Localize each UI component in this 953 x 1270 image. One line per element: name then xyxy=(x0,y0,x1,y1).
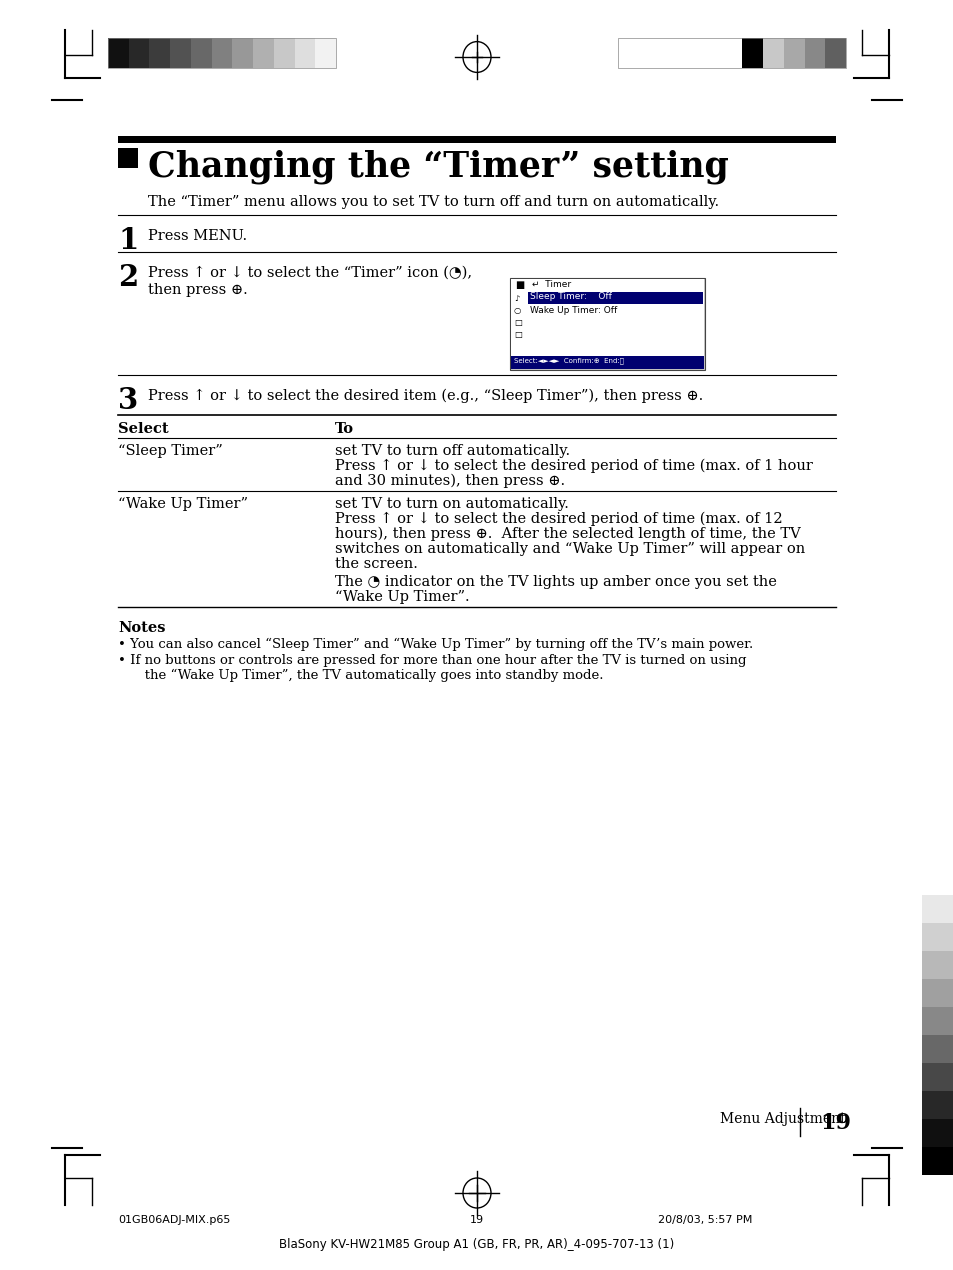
Bar xyxy=(618,38,845,69)
Bar xyxy=(527,292,702,304)
Bar xyxy=(314,38,335,69)
Text: 2: 2 xyxy=(118,263,138,292)
Bar xyxy=(510,278,704,370)
Bar xyxy=(824,38,845,69)
Bar xyxy=(118,149,138,168)
Text: ↵  Timer: ↵ Timer xyxy=(532,279,571,290)
Text: • If no buttons or controls are pressed for more than one hour after the TV is t: • If no buttons or controls are pressed … xyxy=(118,654,745,667)
Text: □: □ xyxy=(514,330,521,339)
Bar xyxy=(108,38,129,69)
Text: “Wake Up Timer”.: “Wake Up Timer”. xyxy=(335,591,469,605)
Text: and 30 minutes), then press ⊕.: and 30 minutes), then press ⊕. xyxy=(335,474,564,489)
Bar xyxy=(921,895,953,923)
Text: The “Timer” menu allows you to set TV to turn off and turn on automatically.: The “Timer” menu allows you to set TV to… xyxy=(148,196,719,210)
Text: Press ↑ or ↓ to select the “Timer” icon (◔),: Press ↑ or ↓ to select the “Timer” icon … xyxy=(148,265,472,279)
Text: the “Wake Up Timer”, the TV automatically goes into standby mode.: the “Wake Up Timer”, the TV automaticall… xyxy=(132,669,603,682)
Text: • You can also cancel “Sleep Timer” and “Wake Up Timer” by turning off the TV’s : • You can also cancel “Sleep Timer” and … xyxy=(118,638,753,652)
Text: Menu Adjustment: Menu Adjustment xyxy=(720,1113,844,1126)
Bar xyxy=(527,279,702,290)
Text: Select: Select xyxy=(118,422,169,436)
Text: the screen.: the screen. xyxy=(335,558,417,572)
Bar xyxy=(921,1147,953,1175)
Bar xyxy=(921,1091,953,1119)
Text: Wake Up Timer: Off: Wake Up Timer: Off xyxy=(530,306,617,315)
Bar xyxy=(921,979,953,1007)
Text: Changing the “Timer” setting: Changing the “Timer” setting xyxy=(148,149,728,183)
Bar xyxy=(783,38,803,69)
Text: 01GB06ADJ-MIX.p65: 01GB06ADJ-MIX.p65 xyxy=(118,1215,230,1226)
Text: Notes: Notes xyxy=(118,621,165,635)
Bar xyxy=(921,1063,953,1091)
Bar xyxy=(511,356,703,370)
Text: set TV to turn off automatically.: set TV to turn off automatically. xyxy=(335,444,570,458)
Text: “Wake Up Timer”: “Wake Up Timer” xyxy=(118,497,248,511)
Bar xyxy=(741,38,762,69)
Bar xyxy=(118,136,835,144)
Bar xyxy=(212,38,233,69)
Text: hours), then press ⊕.  After the selected length of time, the TV: hours), then press ⊕. After the selected… xyxy=(335,527,800,541)
Text: ♪: ♪ xyxy=(514,293,518,304)
Text: ○: ○ xyxy=(514,306,520,315)
Bar xyxy=(129,38,150,69)
Bar xyxy=(921,1119,953,1147)
Ellipse shape xyxy=(462,42,491,72)
Text: Press ↑ or ↓ to select the desired period of time (max. of 12: Press ↑ or ↓ to select the desired perio… xyxy=(335,512,781,526)
Text: 19: 19 xyxy=(820,1113,850,1134)
Text: 19: 19 xyxy=(470,1215,483,1226)
Bar xyxy=(720,38,741,69)
Bar xyxy=(294,38,314,69)
Bar xyxy=(639,38,659,69)
Bar xyxy=(921,951,953,979)
Bar xyxy=(108,38,335,69)
Text: □: □ xyxy=(514,318,521,326)
Text: 20/8/03, 5:57 PM: 20/8/03, 5:57 PM xyxy=(658,1215,752,1226)
Bar xyxy=(921,1007,953,1035)
Bar xyxy=(253,38,274,69)
Text: Select:◄►◄►  Confirm:⊕  End:⎋: Select:◄►◄► Confirm:⊕ End:⎋ xyxy=(514,357,623,363)
Bar xyxy=(618,38,639,69)
Text: 3: 3 xyxy=(118,386,138,415)
Text: switches on automatically and “Wake Up Timer” will appear on: switches on automatically and “Wake Up T… xyxy=(335,542,804,556)
Text: The ◔ indicator on the TV lights up amber once you set the: The ◔ indicator on the TV lights up ambe… xyxy=(335,575,776,589)
Text: Press ↑ or ↓ to select the desired period of time (max. of 1 hour: Press ↑ or ↓ to select the desired perio… xyxy=(335,458,812,474)
Text: then press ⊕.: then press ⊕. xyxy=(148,283,248,297)
Text: Press MENU.: Press MENU. xyxy=(148,229,247,243)
Bar xyxy=(921,923,953,951)
Text: “Sleep Timer”: “Sleep Timer” xyxy=(118,444,222,458)
Bar xyxy=(191,38,212,69)
Bar xyxy=(921,1035,953,1063)
Text: BlaSony KV-HW21M85 Group A1 (GB, FR, PR, AR)_4-095-707-13 (1): BlaSony KV-HW21M85 Group A1 (GB, FR, PR,… xyxy=(279,1238,674,1251)
Bar xyxy=(233,38,253,69)
Ellipse shape xyxy=(462,1179,491,1208)
Bar xyxy=(679,38,700,69)
Bar xyxy=(659,38,679,69)
Bar xyxy=(150,38,170,69)
Bar xyxy=(700,38,720,69)
Text: ■: ■ xyxy=(515,279,524,290)
Bar xyxy=(511,279,703,370)
Text: set TV to turn on automatically.: set TV to turn on automatically. xyxy=(335,497,568,511)
Bar xyxy=(274,38,294,69)
Text: 1: 1 xyxy=(118,226,138,255)
Bar xyxy=(762,38,783,69)
Text: Press ↑ or ↓ to select the desired item (e.g., “Sleep Timer”), then press ⊕.: Press ↑ or ↓ to select the desired item … xyxy=(148,389,702,404)
Bar xyxy=(170,38,191,69)
Text: To: To xyxy=(335,422,354,436)
Bar xyxy=(803,38,824,69)
Text: Sleep Timer:    Off: Sleep Timer: Off xyxy=(530,292,611,301)
